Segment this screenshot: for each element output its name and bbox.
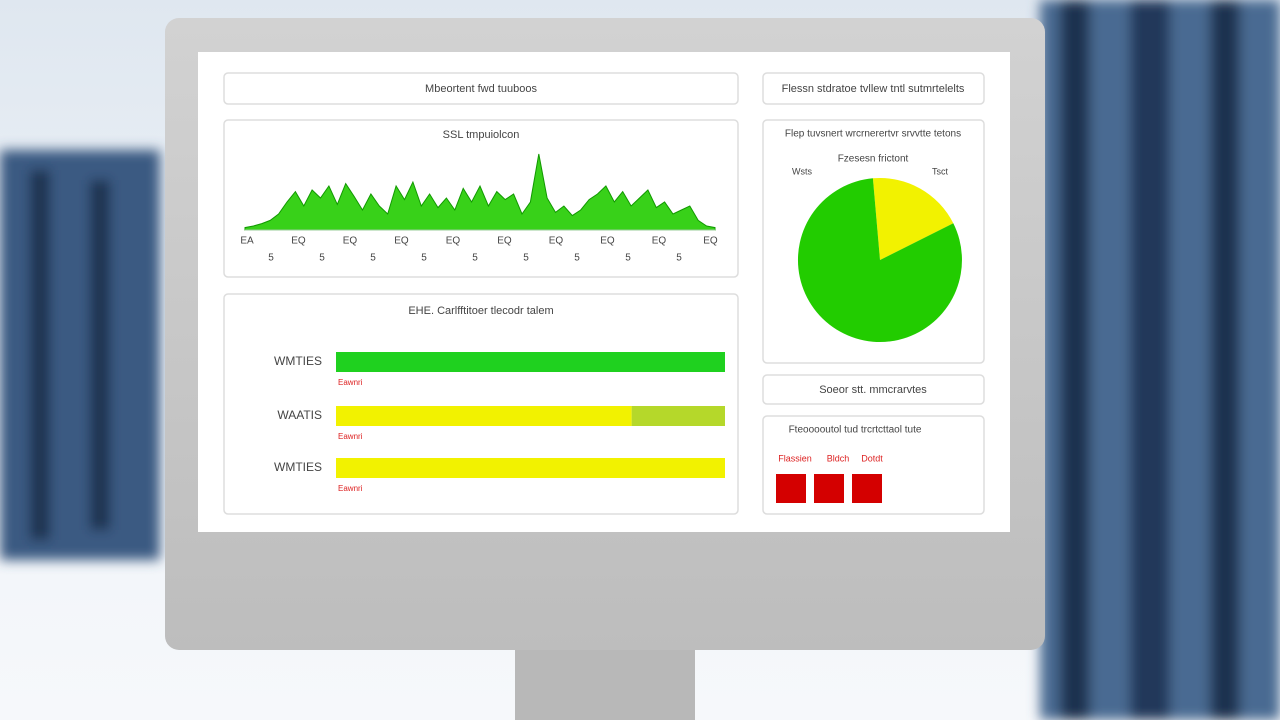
x-tick-sublabel: 5	[370, 253, 376, 264]
status-label: Dotdt	[861, 453, 883, 463]
bar-label: WAATIS	[277, 408, 322, 422]
x-tick-label: EQ	[343, 236, 358, 247]
bar-segment	[336, 406, 632, 426]
x-tick-label: EQ	[394, 236, 409, 247]
bar-note: Eawnri	[338, 484, 363, 493]
status-square	[814, 474, 844, 503]
header-panel	[762, 72, 985, 105]
bar-segment	[336, 458, 725, 478]
header-title: Flessn stdratoe tvllew tntl sutmrtelelts	[782, 83, 965, 95]
x-tick-sublabel: 5	[574, 253, 580, 264]
pie-slice	[797, 178, 962, 342]
x-tick-label: EQ	[600, 236, 615, 247]
legend-label: Tsct	[932, 166, 949, 176]
status-title: Fteooooutol tud trcrtcttaol tute	[789, 425, 922, 436]
x-tick-label: EQ	[291, 236, 306, 247]
status-label: Bldch	[827, 453, 850, 463]
status-square	[776, 474, 806, 503]
x-tick-sublabel: 5	[268, 253, 274, 264]
bar-note: Eawnri	[338, 378, 363, 387]
x-tick-sublabel: 5	[625, 253, 631, 264]
chart-title: Flep tuvsnert wrcrnerertvr srvvtte teton…	[785, 129, 961, 140]
x-tick-sublabel: 5	[421, 253, 427, 264]
x-tick-sublabel: 5	[472, 253, 478, 264]
bar-label: WMTIES	[274, 354, 322, 368]
monitor-stand	[515, 648, 695, 720]
bar-label: WMTIES	[274, 460, 322, 474]
x-tick-label: EQ	[446, 236, 461, 247]
header-panel	[223, 72, 739, 105]
status-label: Flassien	[778, 453, 812, 463]
x-tick-sublabel: 5	[676, 253, 682, 264]
x-tick-label: EQ	[549, 236, 564, 247]
bar-segment	[631, 406, 725, 426]
header-title: Mbeortent fwd tuuboos	[425, 83, 537, 95]
bar-note: Eawnri	[338, 432, 363, 441]
bar-panel	[223, 293, 739, 515]
bar-segment	[336, 352, 725, 372]
area	[244, 153, 716, 231]
x-tick-sublabel: 5	[523, 253, 529, 264]
status-square	[852, 474, 882, 503]
pie-slice	[872, 177, 954, 260]
x-tick-label: EQ	[652, 236, 667, 247]
legend-label: Wsts	[792, 166, 812, 176]
info-panel	[762, 374, 985, 405]
x-tick-sublabel: 5	[319, 253, 325, 264]
x-tick-label: EQ	[497, 236, 512, 247]
chart-title: EHE. Carlfftitoer tlecodr talem	[408, 305, 553, 317]
chart-subtitle: Fzesesn frictont	[838, 154, 909, 165]
info-title: Soeor stt. mmcrarvtes	[819, 384, 927, 396]
chart-title: SSL tmpuiolcon	[443, 129, 520, 141]
x-tick-label: EA	[240, 236, 254, 247]
x-tick-label: EQ	[703, 236, 718, 247]
